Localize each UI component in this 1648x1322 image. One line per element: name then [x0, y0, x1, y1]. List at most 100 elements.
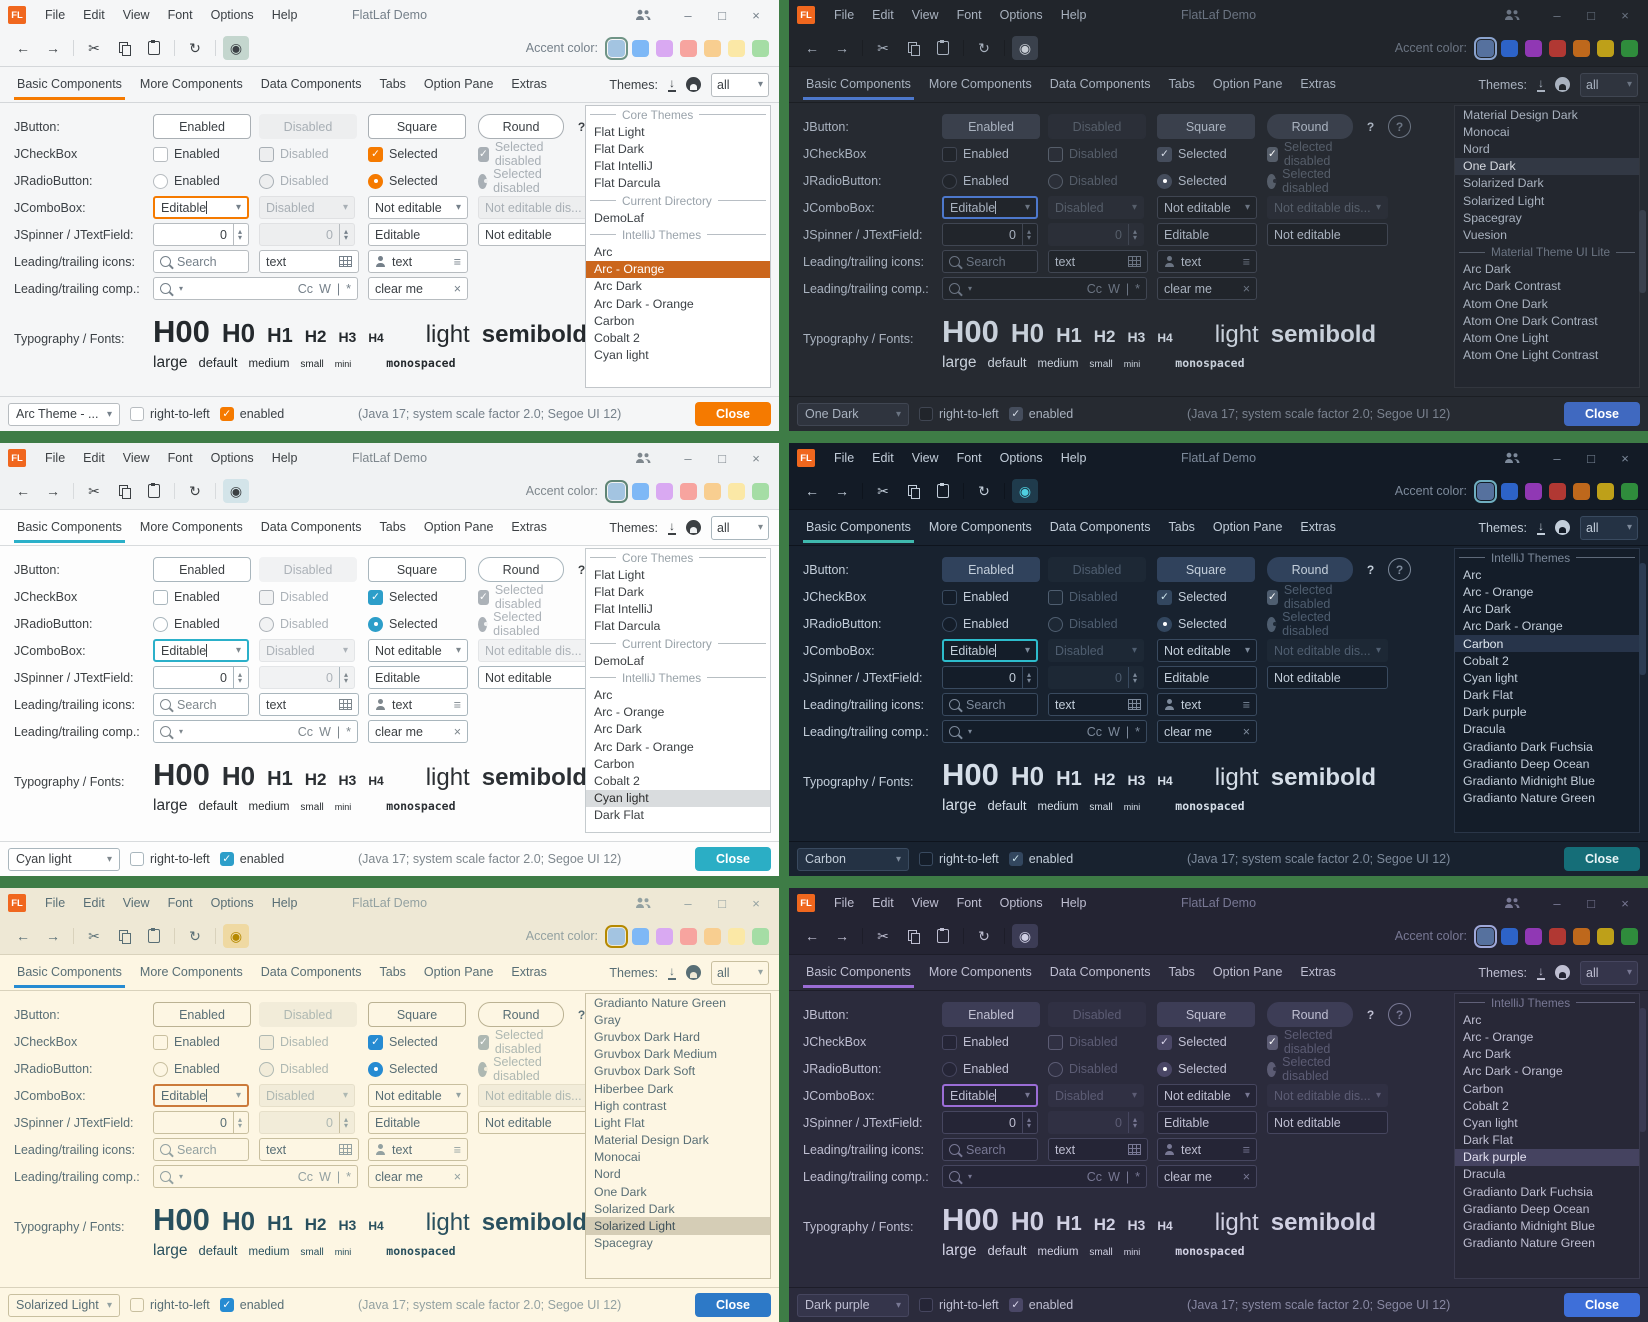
- combobox-editable[interactable]: Editable ▾: [942, 196, 1038, 219]
- combobox-not-editable[interactable]: Not editable ▾: [1157, 639, 1257, 662]
- theme-list-item[interactable]: Vuesion: [1463, 227, 1507, 242]
- close-button[interactable]: Close: [1564, 1293, 1640, 1317]
- tab-data-components[interactable]: Data Components: [260, 77, 362, 91]
- enabled-button[interactable]: Enabled: [942, 114, 1040, 139]
- accent-swatch-6[interactable]: [1597, 482, 1614, 500]
- radio-enabled[interactable]: [942, 1061, 957, 1077]
- enabled-checkbox[interactable]: ✓: [219, 1298, 234, 1312]
- tab-basic-components[interactable]: Basic Components: [8, 69, 131, 100]
- enabled-checkbox[interactable]: ✓: [1008, 407, 1023, 421]
- search-input[interactable]: Search: [942, 250, 1038, 273]
- paste-icon[interactable]: [930, 479, 956, 503]
- help-button-secondary[interactable]: ?: [1388, 115, 1411, 138]
- chevron-down-icon[interactable]: ▾: [179, 727, 184, 736]
- users-icon[interactable]: [1504, 897, 1520, 909]
- tab-extras[interactable]: Extras: [1300, 965, 1336, 979]
- textfield-editable[interactable]: Editable: [368, 223, 468, 246]
- chevron-down-icon[interactable]: ▾: [179, 284, 184, 293]
- theme-list-item[interactable]: Material Design Dark: [1463, 107, 1578, 122]
- enabled-checkbox[interactable]: ✓: [1008, 852, 1023, 866]
- refresh-icon[interactable]: ↻: [978, 927, 990, 944]
- accent-swatch-3[interactable]: [1525, 482, 1542, 500]
- checkbox-enabled[interactable]: [153, 146, 168, 162]
- accent-swatch-3[interactable]: [656, 927, 673, 945]
- maximize-button[interactable]: □: [1587, 450, 1595, 466]
- accent-swatch-6[interactable]: [1597, 39, 1614, 57]
- theme-list-item[interactable]: Atom One Dark: [1463, 296, 1548, 311]
- whole-word-icon[interactable]: W: [1108, 1169, 1120, 1184]
- minimize-button[interactable]: –: [684, 895, 692, 911]
- tab-tabs[interactable]: Tabs: [1168, 77, 1195, 91]
- theme-list-item[interactable]: Arc - Orange: [1463, 584, 1534, 599]
- theme-list-item[interactable]: Cyan light: [1463, 670, 1518, 685]
- menu-file[interactable]: File: [45, 8, 66, 22]
- spinner[interactable]: 0 ▴ ▾: [942, 666, 1038, 689]
- menu-options[interactable]: Options: [210, 896, 254, 910]
- square-button[interactable]: Square: [1157, 114, 1255, 139]
- close-window-button[interactable]: ×: [1621, 450, 1629, 466]
- theme-list-item[interactable]: Arc - Orange: [586, 260, 770, 278]
- tab-tabs[interactable]: Tabs: [379, 965, 406, 979]
- close-window-button[interactable]: ×: [752, 7, 760, 23]
- themes-list[interactable]: Material Design Dark Monocai Nord One Dark S…: [1454, 105, 1640, 388]
- theme-list-item[interactable]: Dark Flat: [594, 808, 644, 823]
- theme-list-item[interactable]: Arc: [1463, 567, 1482, 582]
- textfield-editable[interactable]: Editable: [368, 1111, 468, 1134]
- theme-list-item[interactable]: Arc: [594, 245, 613, 260]
- download-icon[interactable]: ↓: [668, 963, 676, 980]
- radio-selected[interactable]: [1157, 1061, 1172, 1077]
- enabled-button[interactable]: Enabled: [942, 557, 1040, 582]
- radio-selected[interactable]: [368, 173, 383, 189]
- tab-extras[interactable]: Extras: [1300, 77, 1336, 91]
- right-to-left-checkbox[interactable]: [130, 1298, 144, 1312]
- theme-list-item[interactable]: Arc Dark - Orange: [594, 739, 694, 754]
- accent-swatch-4[interactable]: [680, 482, 697, 500]
- menu-list-icon[interactable]: ≡: [1242, 254, 1250, 269]
- download-icon[interactable]: ↓: [668, 518, 676, 535]
- accent-swatch-6[interactable]: [1597, 927, 1614, 945]
- clear-me-input[interactable]: clear me ×: [1157, 720, 1257, 743]
- tab-data-components[interactable]: Data Components: [1049, 77, 1151, 91]
- accent-swatch-2[interactable]: [632, 927, 649, 945]
- radio-enabled[interactable]: [153, 616, 168, 632]
- show-hidden-eye-icon[interactable]: ◉: [1012, 479, 1038, 503]
- accent-swatch-7[interactable]: [752, 482, 769, 500]
- menu-edit[interactable]: Edit: [83, 896, 105, 910]
- checkbox-selected[interactable]: ✓: [368, 589, 383, 605]
- tab-data-components[interactable]: Data Components: [260, 965, 362, 979]
- menu-help[interactable]: Help: [1060, 8, 1087, 22]
- users-icon[interactable]: [1504, 9, 1520, 21]
- theme-list-item[interactable]: Atom One Light Contrast: [1463, 348, 1599, 363]
- users-icon[interactable]: [635, 897, 651, 909]
- tab-option-pane[interactable]: Option Pane: [423, 520, 494, 534]
- table-icon[interactable]: [1128, 1144, 1141, 1155]
- themes-list[interactable]: Gradianto Nature Green Gray Gruvbox Dark H…: [585, 993, 771, 1279]
- theme-list-item[interactable]: Flat Light: [594, 124, 645, 139]
- whole-word-icon[interactable]: W: [1108, 281, 1120, 296]
- theme-list-item[interactable]: Dark Flat: [1463, 1133, 1513, 1148]
- theme-list-item[interactable]: DemoLaf: [594, 210, 644, 225]
- clear-me-input[interactable]: clear me ×: [368, 277, 468, 300]
- refresh-icon[interactable]: ↻: [189, 927, 201, 944]
- menu-view[interactable]: View: [911, 896, 939, 910]
- accent-swatch-7[interactable]: [1621, 927, 1638, 945]
- radio-enabled[interactable]: [153, 173, 168, 189]
- match-case-icon[interactable]: Cc: [1086, 281, 1103, 296]
- textfield-editable[interactable]: Editable: [1157, 666, 1257, 689]
- menu-help[interactable]: Help: [271, 896, 298, 910]
- accent-swatch-1[interactable]: [1474, 479, 1497, 503]
- menu-list-icon[interactable]: ≡: [453, 697, 461, 712]
- forward-icon[interactable]: →: [835, 483, 849, 499]
- theme-list-item[interactable]: DemoLaf: [594, 653, 644, 668]
- accent-swatch-2[interactable]: [1501, 482, 1518, 500]
- combobox-editable[interactable]: Editable ▾: [153, 196, 249, 219]
- accent-swatch-1[interactable]: [605, 36, 628, 60]
- paste-icon[interactable]: [930, 36, 956, 60]
- theme-selector-dropdown[interactable]: One Dark ▾: [797, 402, 909, 426]
- accent-swatch-6[interactable]: [728, 39, 745, 57]
- clear-me-input[interactable]: clear me ×: [368, 1165, 468, 1188]
- round-button[interactable]: Round: [478, 1002, 564, 1027]
- theme-list-item[interactable]: Atom One Light: [1463, 331, 1549, 346]
- match-case-icon[interactable]: Cc: [297, 724, 314, 739]
- forward-icon[interactable]: →: [835, 40, 849, 56]
